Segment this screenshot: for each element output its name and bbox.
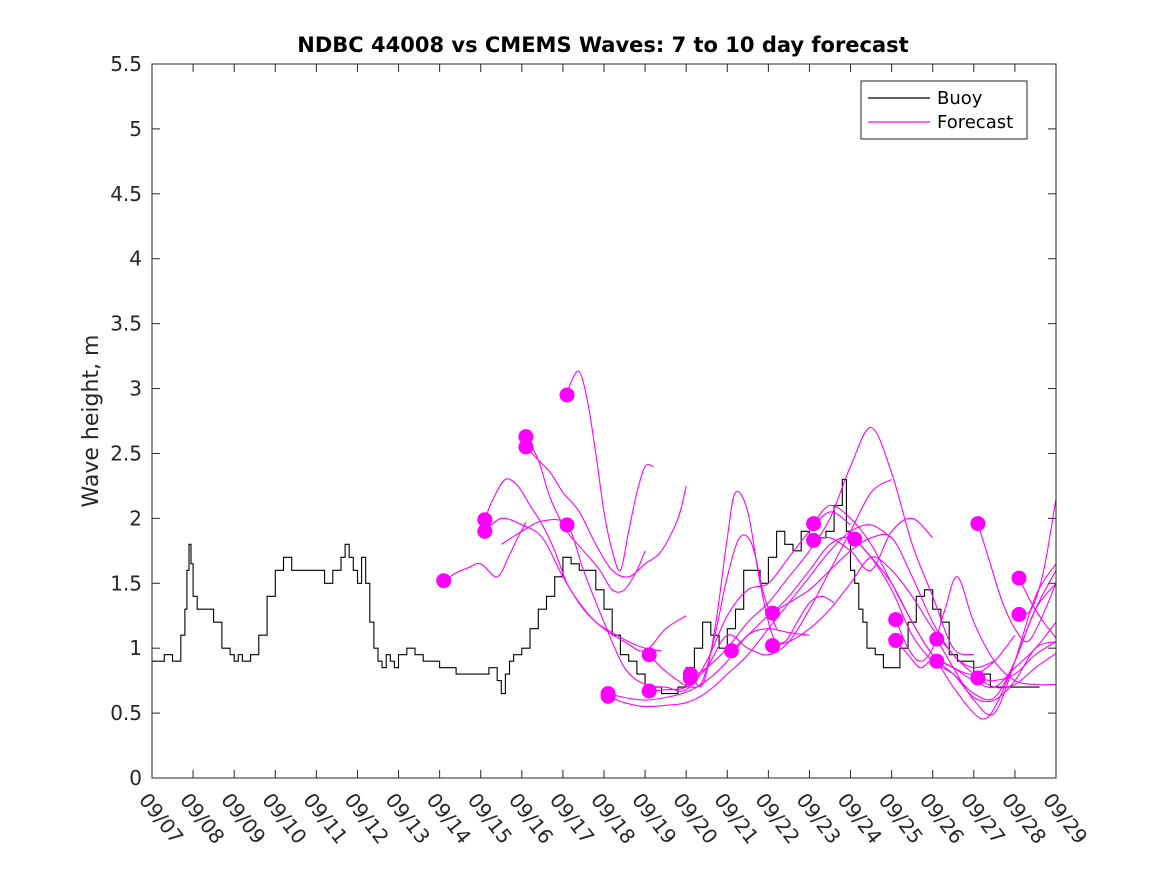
y-tick-label: 4 <box>129 247 142 271</box>
forecast-start-marker-24 <box>970 516 986 532</box>
forecast-start-marker-27 <box>1011 606 1027 622</box>
forecast-line-24 <box>977 523 1057 643</box>
forecast-start-marker-15 <box>765 638 780 654</box>
y-tick-label: 3.5 <box>110 312 142 336</box>
forecast-start-marker-5 <box>518 439 534 455</box>
y-tick-label: 1 <box>129 636 142 660</box>
forecast-line-15 <box>772 556 1057 689</box>
forecast-series-group <box>436 370 1057 720</box>
y-tick-label: 2 <box>129 506 142 530</box>
y-tick-label: 5.5 <box>110 52 142 76</box>
forecast-line-5 <box>525 446 687 578</box>
forecast-line-18 <box>813 517 934 572</box>
forecast-line-26 <box>1018 577 1057 639</box>
forecast-start-marker-22 <box>929 631 945 647</box>
forecast-line-20 <box>895 576 1057 686</box>
forecast-start-marker-7 <box>559 517 575 533</box>
forecast-start-marker-10 <box>641 647 657 663</box>
forecast-start-marker-14 <box>723 643 739 659</box>
forecast-line-6 <box>566 370 654 572</box>
plot-border <box>151 63 1057 779</box>
forecast-start-marker-17 <box>806 516 822 532</box>
forecast-line-17 <box>813 504 1057 689</box>
y-tick-label: 0.5 <box>110 701 142 725</box>
chart-title: NDBC 44008 vs CMEMS Waves: 7 to 10 day f… <box>297 33 908 57</box>
forecast-start-marker-26 <box>1011 570 1027 586</box>
forecast-line-11 <box>649 478 892 692</box>
y-axis: 0 0.5 1 1.5 2 2.5 3 3.5 4 4.5 5 5.5 <box>110 52 1056 790</box>
buoy-line <box>152 478 1040 695</box>
forecast-line-8 <box>607 628 810 701</box>
y-axis-label: Wave height, m <box>79 335 104 508</box>
buoy-series <box>152 478 1040 695</box>
forecast-start-marker-19 <box>847 531 863 547</box>
forecast-line-21 <box>895 640 1057 703</box>
y-tick-label: 1.5 <box>110 571 142 595</box>
forecast-line-12 <box>689 490 835 687</box>
forecast-start-marker-11 <box>641 683 657 699</box>
forecast-start-marker-16 <box>765 605 780 621</box>
y-tick-label: 3 <box>129 377 142 401</box>
legend-forecast-label: Forecast <box>937 112 1013 133</box>
forecast-start-marker-6 <box>559 387 575 403</box>
forecast-line-13 <box>690 426 974 679</box>
forecast-line-1 <box>443 522 527 582</box>
forecast-line-9 <box>607 524 892 708</box>
forecast-start-marker-9 <box>600 688 616 704</box>
forecast-line-2 <box>484 478 662 652</box>
forecast-start-marker-13 <box>682 670 698 686</box>
forecast-start-marker-1 <box>436 573 452 589</box>
forecast-line-3 <box>484 517 687 652</box>
legend-box <box>860 80 1028 140</box>
forecast-line-4 <box>525 436 646 593</box>
forecast-line-25 <box>977 641 1057 682</box>
forecast-start-marker-18 <box>806 532 822 548</box>
legend-buoy-label: Buoy <box>937 88 983 109</box>
forecast-start-marker-25 <box>970 670 986 686</box>
y-tick-label: 5 <box>129 117 142 141</box>
forecast-start-marker-20 <box>888 612 904 628</box>
y-tick-label: 2.5 <box>110 441 142 465</box>
y-tick-label: 4.5 <box>110 182 142 206</box>
forecast-start-marker-23 <box>929 653 945 669</box>
forecast-line-22 <box>936 563 1057 716</box>
y-tick-label: 0 <box>129 766 142 790</box>
forecast-start-marker-3 <box>477 523 493 539</box>
forecast-start-marker-21 <box>888 632 904 648</box>
legend: Buoy Forecast <box>860 80 1028 140</box>
forecast-line-23 <box>936 570 1057 720</box>
plot-area <box>152 64 1056 778</box>
